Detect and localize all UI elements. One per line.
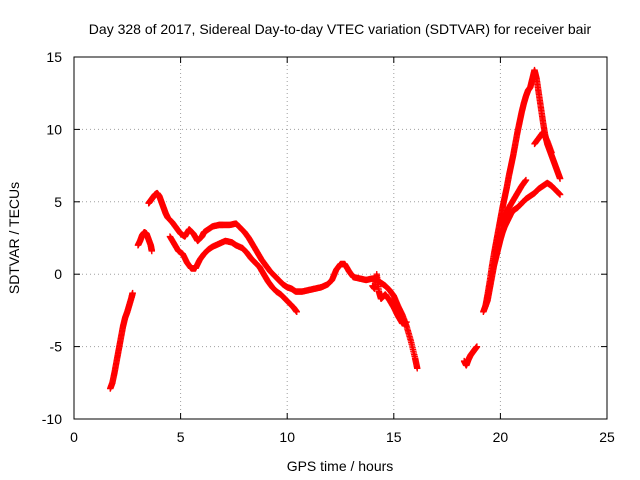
x-tick-label: 15 — [386, 429, 402, 445]
y-tick-label: 0 — [54, 266, 62, 282]
data-point — [403, 318, 410, 326]
y-tick-labels: -10 -5 0 5 10 15 — [42, 49, 62, 427]
data-point — [522, 176, 530, 184]
y-axis-label: SDTVAR / TECUs — [6, 182, 22, 294]
grid-lines — [74, 57, 607, 419]
series-track-9 — [497, 176, 530, 227]
y-tick-label: -5 — [50, 339, 63, 355]
x-tick-labels: 0 5 10 15 20 25 — [70, 429, 615, 445]
x-tick-label: 0 — [70, 429, 78, 445]
x-axis-label: GPS time / hours — [287, 458, 394, 474]
data-point — [148, 247, 156, 255]
data-point — [556, 191, 564, 198]
data-point — [473, 343, 481, 350]
chart-title: Day 328 of 2017, Sidereal Day-to-day VTE… — [89, 21, 592, 37]
data-point — [293, 308, 300, 316]
series-track-8 — [482, 179, 564, 310]
series-track-1 — [107, 289, 136, 392]
series-track-10 — [531, 129, 555, 156]
data-point — [548, 149, 555, 156]
series-track-4 — [166, 233, 300, 316]
x-tick-label: 5 — [177, 429, 185, 445]
y-tick-label: -10 — [42, 411, 62, 427]
y-tick-label: 10 — [46, 121, 62, 137]
y-tick-label: 5 — [54, 194, 62, 210]
series-track-6 — [460, 343, 481, 369]
data-point — [556, 175, 564, 182]
data-point — [414, 365, 421, 372]
axis-ticks — [73, 56, 608, 420]
plot-frame — [73, 56, 608, 420]
y-tick-label: 15 — [46, 49, 62, 65]
data-point — [129, 289, 136, 297]
x-tick-label: 10 — [279, 429, 295, 445]
data-points — [107, 66, 564, 392]
x-tick-label: 20 — [493, 429, 509, 445]
x-tick-label: 25 — [599, 429, 615, 445]
series-track-5 — [369, 271, 410, 327]
series-track-2 — [134, 229, 156, 255]
